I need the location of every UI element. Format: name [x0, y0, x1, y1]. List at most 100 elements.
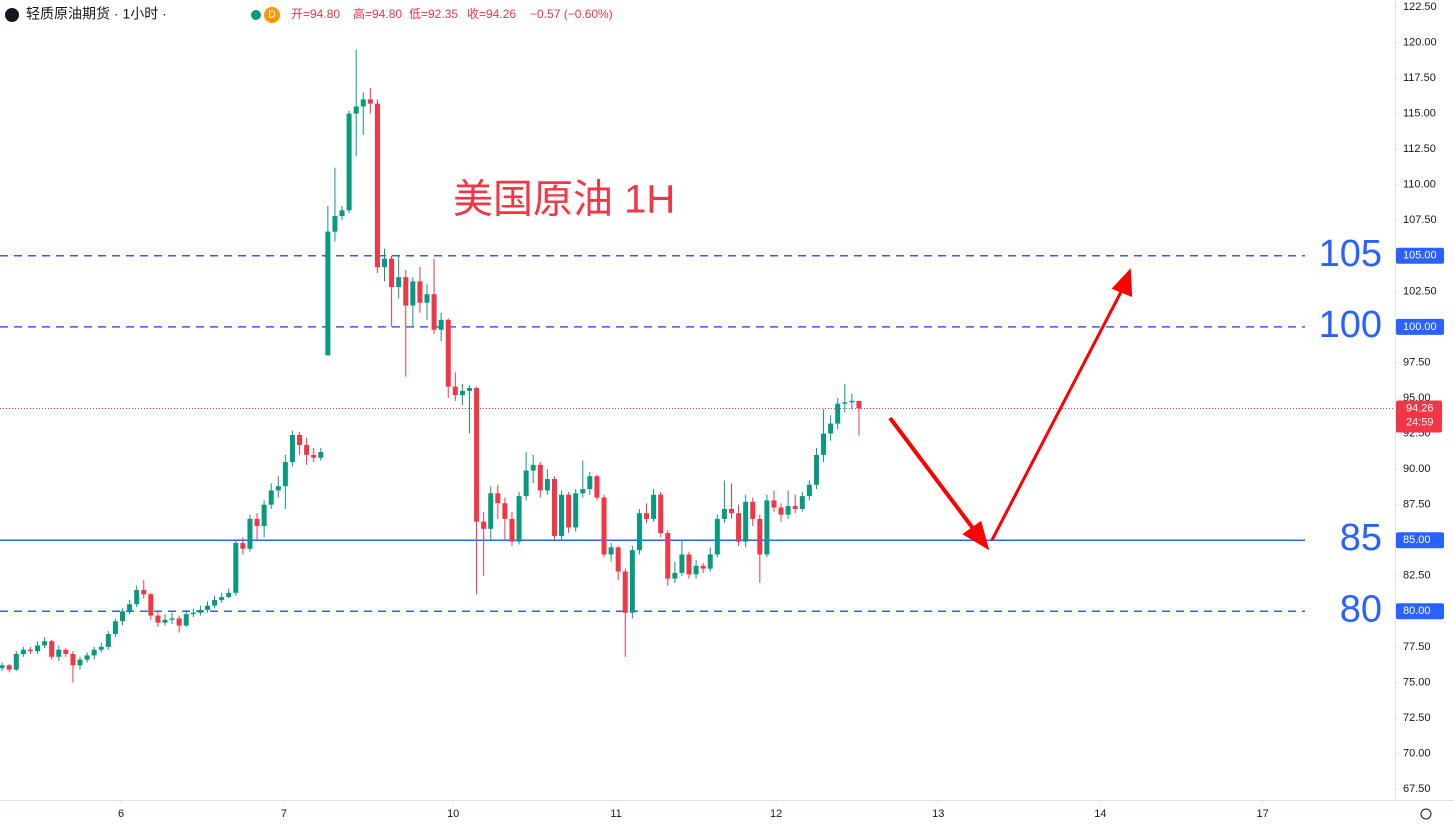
candle-body — [509, 518, 515, 542]
y-tick-label: 110.00 — [1403, 179, 1436, 191]
ohlc-low: 低=92.35 — [409, 7, 458, 21]
candle-body — [49, 641, 55, 657]
candle-body — [304, 444, 310, 455]
ohlc-high: 高=94.80 — [353, 6, 402, 21]
candle-body — [42, 641, 48, 646]
candle-body — [190, 612, 196, 615]
candle-body — [728, 508, 734, 514]
level-label: 80 — [1340, 588, 1382, 630]
x-tick-label: 10 — [447, 808, 459, 820]
candle-body — [495, 493, 501, 504]
candle-body — [750, 501, 756, 519]
level-badge-bg — [1396, 603, 1444, 620]
candle-body — [580, 489, 586, 494]
level-label: 105 — [1319, 233, 1382, 275]
candle-body — [204, 605, 210, 610]
y-tick-label: 117.50 — [1403, 72, 1436, 84]
y-tick-label: 115.00 — [1403, 108, 1436, 120]
candle-body — [644, 513, 650, 519]
level-badge: 100.00 — [1403, 321, 1437, 333]
candle-body — [311, 454, 317, 458]
candle-body — [134, 589, 140, 605]
arrow-head — [962, 520, 990, 551]
candle-body — [566, 494, 572, 528]
candle-body — [56, 649, 62, 657]
candle-body — [672, 572, 678, 579]
candle-body — [842, 402, 848, 404]
candle-body — [757, 518, 763, 555]
candle-body — [410, 281, 416, 306]
candle-body — [0, 665, 5, 669]
candle-body — [396, 277, 402, 288]
y-tick-label: 120.00 — [1403, 36, 1437, 48]
candle-body — [813, 454, 819, 485]
candle-body — [268, 490, 274, 505]
candle-body — [282, 461, 288, 487]
candle-body — [374, 103, 380, 268]
candle-body — [197, 609, 203, 613]
candle-body — [155, 615, 161, 623]
ohlc-close: 收=94.26 — [467, 7, 516, 21]
candle-body — [828, 423, 834, 434]
candle-body — [573, 493, 579, 528]
level-badge-bg — [1396, 318, 1444, 335]
candle-body — [459, 390, 465, 396]
candle-body — [686, 554, 692, 575]
candle-body — [785, 506, 791, 515]
candle-body — [35, 645, 41, 652]
candle-body — [403, 277, 409, 306]
candle-body — [141, 589, 147, 595]
candle-body — [835, 403, 841, 424]
candle-body — [651, 494, 657, 519]
candle-body — [105, 634, 111, 647]
candle-body — [544, 479, 550, 491]
annotation: 美国原油 1H — [453, 178, 675, 222]
candle-body — [27, 649, 33, 652]
candle-body — [176, 618, 182, 626]
candle-body — [417, 281, 423, 303]
candle-body — [13, 653, 19, 670]
candle-body — [587, 476, 593, 490]
candle-body — [226, 592, 232, 598]
candle-body — [693, 565, 699, 575]
candle-body — [424, 294, 430, 303]
settings-icon[interactable] — [1420, 808, 1432, 820]
price-badge-bg — [1396, 400, 1442, 433]
candle-body — [736, 513, 742, 542]
candle-body — [98, 646, 104, 650]
y-tick-label: 67.50 — [1403, 783, 1431, 795]
candle-body — [537, 464, 543, 491]
x-tick-label: 7 — [281, 808, 287, 820]
candle-body — [20, 649, 26, 654]
ohlc-open: 开=94.80 — [291, 7, 340, 21]
price-badge: 94.26 — [1406, 402, 1434, 414]
plot — [0, 49, 1395, 683]
candle-body — [665, 533, 671, 579]
candle-body — [608, 547, 614, 555]
candle-body — [169, 618, 175, 620]
arrow-down — [888, 416, 977, 533]
x-tick-label: 14 — [1094, 808, 1106, 820]
candle-body — [700, 565, 706, 569]
y-tick-label: 87.50 — [1403, 499, 1431, 511]
candle-body — [559, 494, 565, 536]
candle-body — [452, 386, 458, 396]
candle-body — [771, 500, 777, 508]
candle-body — [219, 597, 225, 600]
x-tick-label: 6 — [118, 808, 124, 820]
candle-body — [438, 319, 444, 330]
y-tick-label: 102.50 — [1403, 285, 1437, 297]
candle-body — [714, 518, 720, 555]
header: 轻质原油期货 · 1小时 · D 开=94.80 高=94.80 低=92.35… — [5, 6, 613, 23]
candle-body — [806, 484, 812, 497]
candle-body — [629, 550, 635, 613]
candle-body — [318, 452, 324, 458]
candle-body — [360, 99, 366, 107]
candle-body — [516, 496, 522, 542]
candle-body — [240, 543, 246, 549]
arrows — [888, 268, 1133, 551]
candle-body — [77, 659, 83, 666]
candle-body — [849, 400, 855, 403]
candle-body — [84, 655, 90, 660]
